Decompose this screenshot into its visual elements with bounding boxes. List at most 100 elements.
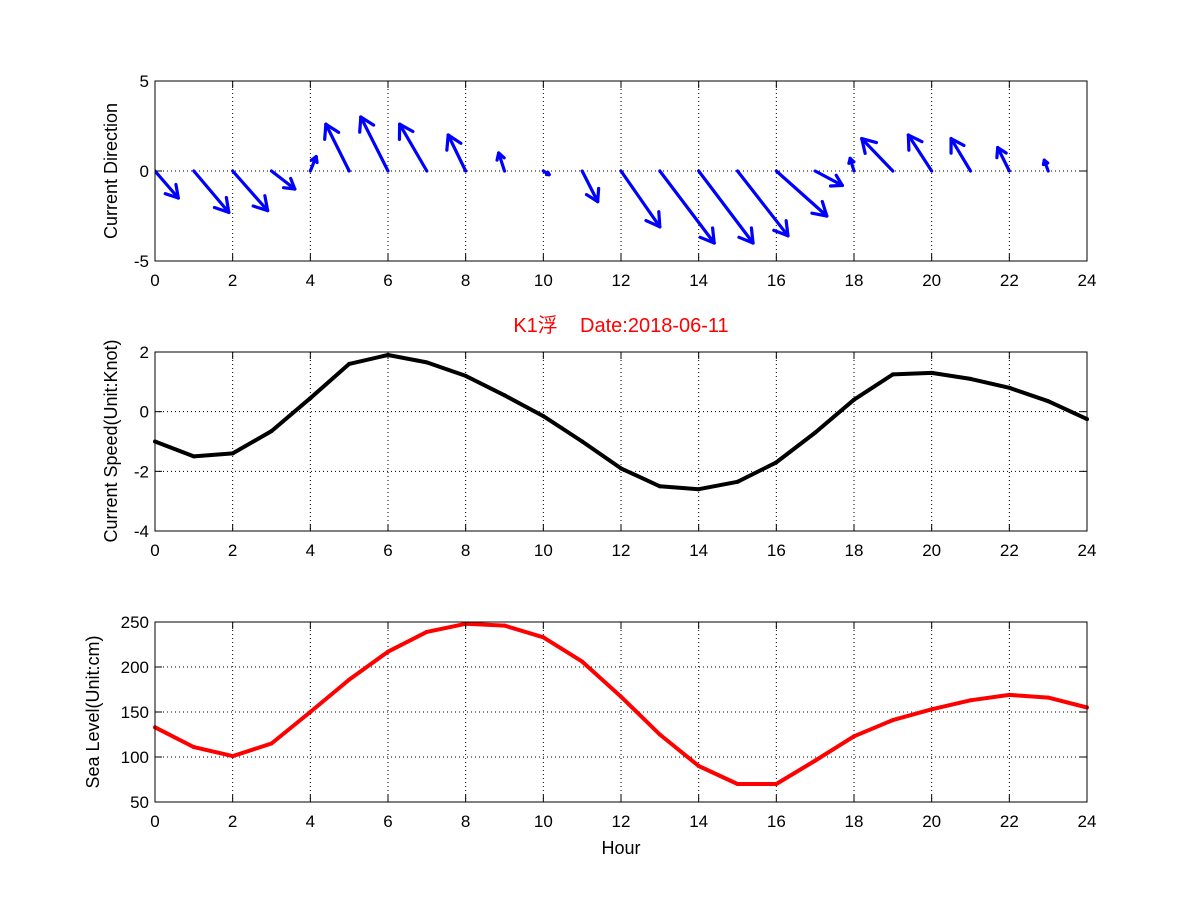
x-tick-label: 22 — [1000, 541, 1019, 560]
x-tick-label: 10 — [534, 541, 553, 560]
direction-arrow — [995, 146, 1011, 173]
y-tick-label: 200 — [121, 658, 149, 677]
direction-arrow — [580, 169, 601, 204]
x-tick-label: 24 — [1078, 812, 1097, 831]
sealevel-series — [153, 621, 1089, 786]
x-tick-label: 18 — [845, 812, 864, 831]
direction-arrows — [155, 115, 1050, 245]
x-tick-label: 0 — [150, 812, 159, 831]
data-point — [696, 764, 701, 768]
data-point — [813, 758, 818, 763]
x-tick-label: 6 — [383, 271, 392, 290]
direction-arrow — [541, 169, 551, 177]
x-tick-label: 8 — [461, 541, 470, 560]
data-point — [191, 454, 196, 459]
data-point — [852, 734, 856, 739]
x-tick-label: 12 — [612, 812, 631, 831]
x-tick-label: 14 — [689, 812, 708, 831]
x-tick-label: 2 — [228, 541, 237, 560]
x-tick-label: 10 — [534, 812, 553, 831]
data-point — [1046, 695, 1051, 700]
x-tick-label: 6 — [383, 541, 392, 560]
direction-arrow — [735, 169, 790, 238]
y-tick-label: 2 — [140, 343, 149, 362]
direction-arrow — [949, 137, 973, 173]
y-tick-label: 100 — [121, 748, 149, 767]
x-tick-label: 20 — [922, 812, 941, 831]
data-point — [929, 707, 934, 712]
data-point — [774, 782, 779, 786]
sealevel-y-label: Sea Level(Unit:cm) — [83, 635, 103, 788]
x-tick-label: 12 — [612, 271, 631, 290]
data-point — [735, 782, 740, 786]
data-point — [968, 698, 973, 703]
data-point — [657, 732, 662, 737]
x-tick-label: 4 — [306, 812, 315, 831]
data-point — [580, 439, 585, 444]
data-point — [1007, 385, 1012, 390]
data-point — [191, 745, 196, 750]
x-tick-label: 8 — [461, 271, 470, 290]
direction-arrow — [155, 169, 180, 200]
data-point — [347, 677, 352, 682]
x-tick-label: 4 — [306, 541, 315, 560]
sealevel-grid — [155, 622, 1087, 802]
data-point — [463, 373, 468, 378]
direction-arrow — [813, 169, 844, 188]
data-point — [619, 694, 623, 699]
data-point — [890, 718, 895, 723]
x-tick-label: 0 — [150, 271, 159, 290]
y-tick-label: 250 — [121, 613, 149, 632]
direction-y-label: Current Direction — [101, 103, 121, 239]
data-point — [541, 414, 546, 419]
data-point — [657, 484, 662, 489]
data-point — [269, 741, 274, 746]
data-point — [269, 429, 274, 434]
x-tick-label: 16 — [767, 541, 786, 560]
data-point — [502, 393, 507, 398]
direction-y-ticks: -5 0 5 — [134, 72, 1087, 271]
y-tick-label: -2 — [134, 462, 149, 481]
x-tick-label: 18 — [845, 541, 864, 560]
direction-arrow — [231, 169, 270, 213]
speed-y-ticks: -4 -2 0 2 — [134, 343, 1087, 541]
data-point — [968, 376, 973, 381]
data-point — [347, 361, 352, 366]
speed-grid — [155, 352, 1087, 531]
data-point — [230, 754, 235, 759]
x-tick-label: 22 — [1000, 812, 1019, 831]
x-tick-label: 22 — [1000, 271, 1019, 290]
chart-title: K1浮 Date:2018-06-11 — [513, 314, 728, 337]
data-point — [424, 629, 429, 634]
direction-arrow — [445, 133, 468, 173]
direction-arrow — [774, 169, 829, 218]
direction-arrow — [358, 115, 390, 173]
data-point — [852, 397, 856, 402]
sealevel-panel-line — [154, 621, 1088, 786]
x-tick-label: 6 — [383, 812, 392, 831]
x-tick-label: 20 — [922, 271, 941, 290]
data-point — [580, 659, 585, 664]
direction-arrow — [495, 151, 507, 173]
speed-y-label: Current Speed(Unit:Knot) — [101, 339, 121, 542]
data-point — [735, 479, 740, 484]
data-point — [541, 635, 546, 640]
x-tick-label: 14 — [689, 271, 708, 290]
x-tick-label: 2 — [228, 812, 237, 831]
data-point — [774, 460, 779, 465]
x-tick-label: 8 — [461, 812, 470, 831]
data-point — [424, 360, 429, 365]
direction-arrow — [860, 137, 895, 173]
direction-arrow — [323, 122, 351, 173]
data-point — [619, 466, 623, 471]
direction-arrow — [697, 169, 755, 245]
x-tick-label: 14 — [689, 541, 708, 560]
direction-arrow — [906, 133, 934, 173]
data-point — [502, 623, 507, 628]
x-tick-label: 10 — [534, 271, 553, 290]
speed-x-ticks: 0 2 4 6 8 10 12 14 16 18 20 22 24 — [150, 352, 1096, 560]
speed-panel: -4-202 0 2 4 6 8 10 12 14 16 18 20 22 24 Current Spe… — [101, 339, 1096, 560]
data-point — [696, 487, 701, 492]
